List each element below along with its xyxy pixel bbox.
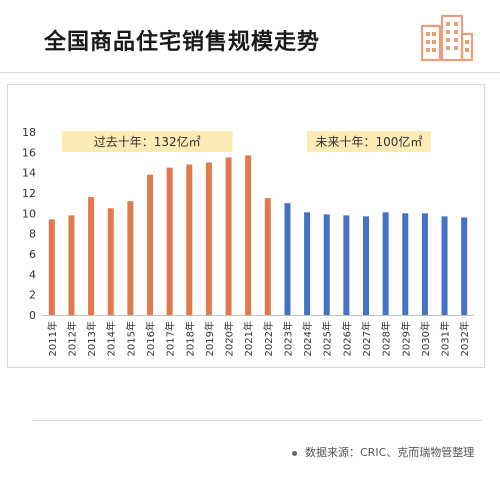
x-tick-label: 2018年 <box>183 321 196 356</box>
y-tick-label: 10 <box>22 207 36 220</box>
x-tick-label: 2032年 <box>458 321 471 356</box>
bar-2023年 <box>284 203 291 315</box>
y-tick-label: 2 <box>29 289 36 302</box>
x-tick-label: 2028年 <box>380 321 393 356</box>
x-tick-label: 2022年 <box>262 321 275 356</box>
x-tick-label: 2026年 <box>340 321 353 356</box>
bullet-icon <box>292 450 297 456</box>
x-tick-label: 2025年 <box>321 321 334 356</box>
bar-2028年 <box>382 212 389 315</box>
y-tick-label: 6 <box>29 248 36 261</box>
x-tick-label: 2016年 <box>144 321 157 356</box>
x-tick-label: 2014年 <box>105 321 118 356</box>
bar-2017年 <box>166 167 173 315</box>
bar-2026年 <box>343 215 350 315</box>
x-tick-label: 2013年 <box>85 321 98 356</box>
x-tick-label: 2024年 <box>301 321 314 356</box>
bar-2024年 <box>304 212 311 315</box>
x-tick-label: 2011年 <box>46 321 59 356</box>
x-tick-label: 2019年 <box>203 321 216 356</box>
y-tick-label: 18 <box>22 126 36 139</box>
x-tick-label: 2021年 <box>242 321 255 356</box>
bar-2013年 <box>88 197 95 315</box>
callout-label: 过去十年：132亿㎡ <box>94 134 201 149</box>
x-tick-label: 2023年 <box>281 321 294 356</box>
y-tick-label: 8 <box>29 228 36 241</box>
bar-chart: 0 2 4 6 8 10 12 14 16 18 过去十年：132亿㎡ 未来十年：100亿㎡ 2011年… <box>22 126 474 356</box>
page-title: 全国商品住宅销售规模走势 <box>44 30 321 55</box>
y-tick-label: 4 <box>29 268 36 281</box>
bar-2029年 <box>402 213 409 315</box>
future-decade-callout <box>307 131 431 152</box>
source-note: 数据来源：CRIC、克而瑞物管整理 <box>292 444 474 460</box>
y-tick-label: 16 <box>22 146 36 159</box>
past-decade-callout <box>61 131 233 152</box>
chart-frame: 0 2 4 6 8 10 12 14 16 18 过去十年：132亿㎡ 未来十年：100亿㎡ 2011年… <box>7 84 485 368</box>
bar-2015年 <box>127 201 134 315</box>
callout-label: 未来十年：100亿㎡ <box>315 134 422 149</box>
x-tick-label: 2027年 <box>360 321 373 356</box>
y-tick-label: 14 <box>22 167 36 180</box>
bar-2019年 <box>205 162 212 315</box>
bar-2012年 <box>68 215 75 315</box>
x-tick-label: 2030年 <box>419 321 432 356</box>
x-tick-label: 2031年 <box>439 321 452 356</box>
building-logo-icon <box>420 14 474 62</box>
bar-2011年 <box>48 219 55 315</box>
footer-divider <box>32 420 482 421</box>
x-tick-label: 2017年 <box>164 321 177 356</box>
bar-2022年 <box>264 198 271 315</box>
bar-2025年 <box>323 214 330 315</box>
bar-2030年 <box>421 213 428 315</box>
bar-2014年 <box>107 208 114 315</box>
bar-2031年 <box>441 216 448 315</box>
x-tick-label: 2015年 <box>124 321 137 356</box>
y-tick-label: 12 <box>22 187 36 200</box>
header-divider <box>0 72 500 73</box>
x-tick-label: 2012年 <box>65 321 78 356</box>
bar-2032年 <box>461 217 468 315</box>
bar-2016年 <box>147 174 153 315</box>
source-text: 数据来源：CRIC、克而瑞物管整理 <box>305 446 475 459</box>
bar-2020年 <box>225 157 232 315</box>
x-tick-label: 2029年 <box>399 321 412 356</box>
x-tick-label: 2020年 <box>223 321 236 356</box>
bar-2027年 <box>363 216 369 315</box>
bar-2018年 <box>186 164 193 315</box>
y-tick-label: 0 <box>29 309 36 322</box>
bar-2021年 <box>245 155 252 315</box>
